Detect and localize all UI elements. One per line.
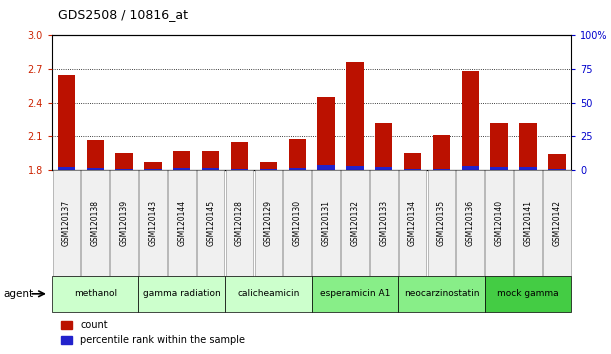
Bar bbox=[260, 169, 277, 170]
Bar bbox=[57, 167, 75, 170]
Bar bbox=[404, 169, 421, 170]
Bar bbox=[173, 151, 191, 170]
Text: GSM120140: GSM120140 bbox=[495, 200, 503, 246]
Bar bbox=[288, 138, 306, 170]
Bar bbox=[491, 123, 508, 170]
Bar bbox=[288, 168, 306, 170]
Text: GSM120144: GSM120144 bbox=[177, 200, 186, 246]
Bar bbox=[202, 168, 219, 170]
Text: GSM120132: GSM120132 bbox=[350, 200, 359, 246]
Text: GDS2508 / 10816_at: GDS2508 / 10816_at bbox=[58, 8, 188, 21]
Bar bbox=[87, 168, 104, 170]
Text: esperamicin A1: esperamicin A1 bbox=[320, 289, 390, 298]
Bar bbox=[491, 166, 508, 170]
Text: neocarzinostatin: neocarzinostatin bbox=[404, 289, 479, 298]
Text: mock gamma: mock gamma bbox=[497, 289, 559, 298]
Legend: count, percentile rank within the sample: count, percentile rank within the sample bbox=[57, 316, 249, 349]
Bar bbox=[173, 168, 191, 170]
Bar bbox=[433, 135, 450, 170]
Text: GSM120128: GSM120128 bbox=[235, 200, 244, 246]
Bar bbox=[548, 154, 566, 170]
Text: GSM120131: GSM120131 bbox=[321, 200, 331, 246]
Bar bbox=[144, 169, 161, 170]
Text: GSM120141: GSM120141 bbox=[524, 200, 533, 246]
Text: gamma radiation: gamma radiation bbox=[143, 289, 221, 298]
Bar bbox=[144, 162, 161, 170]
Bar bbox=[433, 169, 450, 170]
Text: GSM120136: GSM120136 bbox=[466, 200, 475, 246]
Text: GSM120145: GSM120145 bbox=[206, 200, 215, 246]
Text: GSM120142: GSM120142 bbox=[552, 200, 562, 246]
Bar bbox=[115, 169, 133, 170]
Text: GSM120129: GSM120129 bbox=[264, 200, 273, 246]
Bar bbox=[404, 153, 421, 170]
Text: calicheamicin: calicheamicin bbox=[237, 289, 299, 298]
Bar bbox=[87, 140, 104, 170]
Bar bbox=[346, 166, 364, 170]
Bar bbox=[462, 71, 479, 170]
Bar bbox=[519, 167, 536, 170]
Bar bbox=[375, 123, 392, 170]
Text: GSM120133: GSM120133 bbox=[379, 200, 388, 246]
Text: GSM120137: GSM120137 bbox=[62, 200, 71, 246]
Text: GSM120139: GSM120139 bbox=[120, 200, 128, 246]
Bar bbox=[231, 169, 248, 170]
Text: GSM120135: GSM120135 bbox=[437, 200, 446, 246]
Text: agent: agent bbox=[3, 289, 33, 299]
Bar bbox=[317, 97, 335, 170]
Bar bbox=[519, 123, 536, 170]
Bar bbox=[375, 166, 392, 170]
Bar bbox=[462, 166, 479, 170]
Bar bbox=[57, 75, 75, 170]
Bar bbox=[548, 169, 566, 170]
Text: methanol: methanol bbox=[74, 289, 117, 298]
Bar bbox=[317, 165, 335, 170]
Text: GSM120130: GSM120130 bbox=[293, 200, 302, 246]
Bar bbox=[260, 162, 277, 170]
Bar bbox=[202, 151, 219, 170]
Bar bbox=[231, 142, 248, 170]
Bar bbox=[115, 153, 133, 170]
Text: GSM120138: GSM120138 bbox=[90, 200, 100, 246]
Bar bbox=[346, 62, 364, 170]
Text: GSM120143: GSM120143 bbox=[148, 200, 158, 246]
Text: GSM120134: GSM120134 bbox=[408, 200, 417, 246]
